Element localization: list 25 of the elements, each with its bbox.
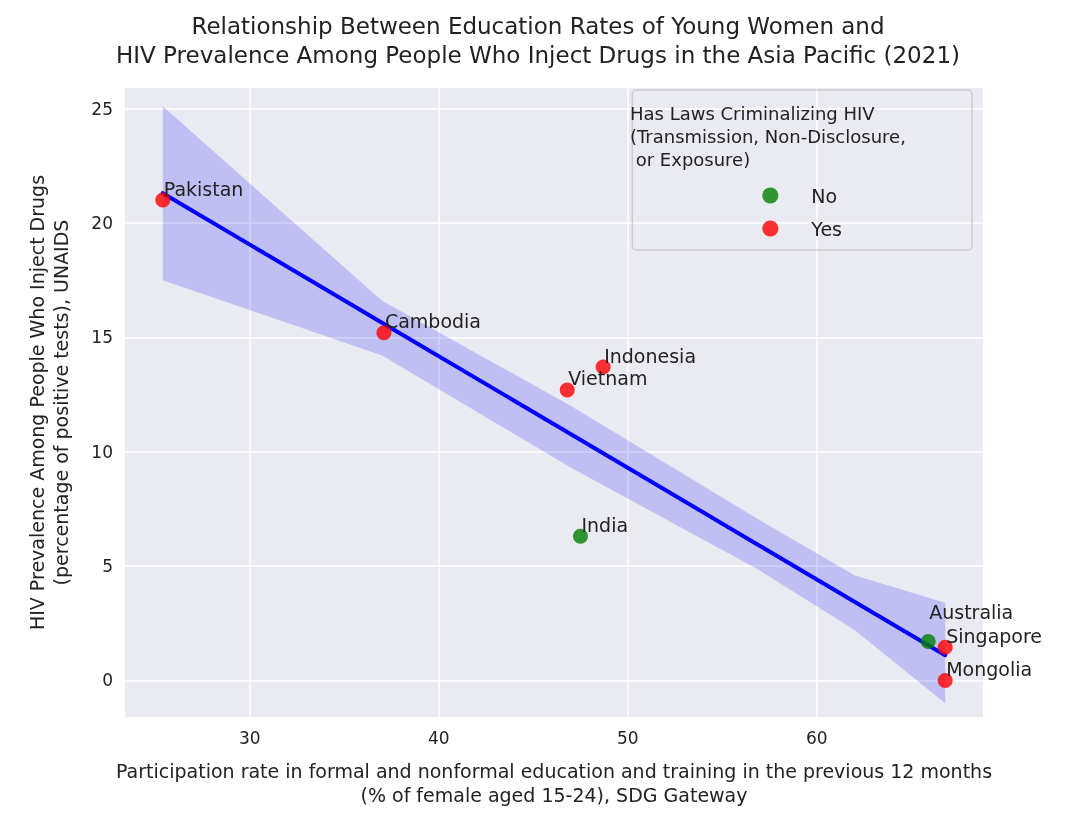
y-tick-label: 25 bbox=[91, 98, 113, 119]
annotation: Singapore bbox=[946, 624, 1043, 647]
x-tick-label: 40 bbox=[427, 727, 450, 748]
legend-label: No bbox=[811, 184, 838, 207]
x-axis-title: Participation rate in formal and nonformal education and training in the previous 12 months (% of female aged 15-24), SDG Gateway bbox=[115, 760, 993, 806]
x-tick-label: 60 bbox=[805, 727, 828, 748]
x-tick-label: 30 bbox=[238, 727, 261, 748]
annotation: Mongolia bbox=[946, 657, 1033, 680]
y-tick-label: 15 bbox=[91, 327, 113, 348]
point bbox=[920, 634, 936, 650]
x-tick-label: 50 bbox=[616, 727, 639, 748]
y-tick-label: 10 bbox=[91, 441, 113, 462]
y-axis-title: HIV Prevalence Among People Who Inject Drugs (percentage of positive tests), UNAIDS bbox=[26, 174, 72, 631]
annotation: Cambodia bbox=[384, 310, 482, 333]
annotation: Indonesia bbox=[604, 344, 697, 367]
legend-label: Yes bbox=[810, 217, 842, 240]
chart-title: Relationship Between Education Rates of Young Women and HIV Prevalence Among People Who Inject Drugs in the Asia Pacific (2021) bbox=[116, 12, 960, 68]
y-tick-label: 5 bbox=[102, 556, 113, 577]
legend-title: Has Laws Criminalizing HIV (Transmission, Non-Disclosure, or Exposure) bbox=[630, 103, 906, 170]
annotation: Australia bbox=[929, 600, 1014, 623]
annotation: India bbox=[581, 513, 629, 536]
annotation: Pakistan bbox=[163, 177, 244, 200]
annotation: Vietnam bbox=[568, 367, 648, 390]
y-tick-label: 20 bbox=[91, 212, 113, 233]
y-tick-label: 0 bbox=[102, 670, 113, 691]
